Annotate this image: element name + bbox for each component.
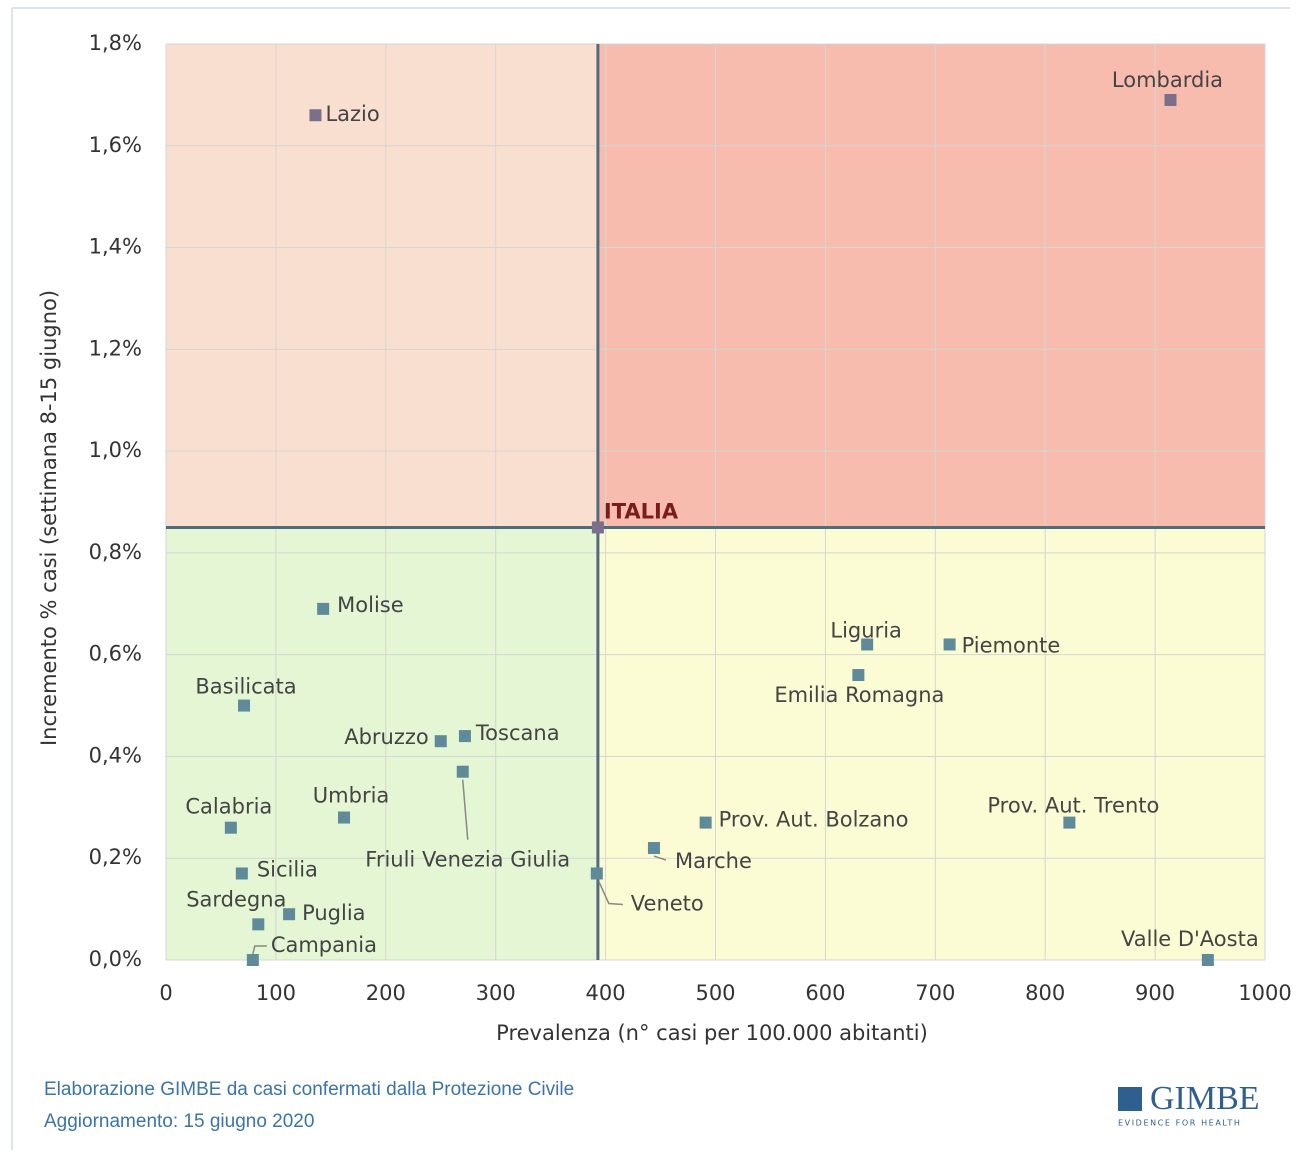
logo-icon [1118, 1087, 1142, 1111]
point-label: Marche [675, 849, 752, 873]
point-label: Calabria [185, 795, 272, 819]
footer-updated: Aggiornamento: 15 giugno 2020 [44, 1111, 314, 1132]
footer-source: Elaborazione GIMBE da casi confermati da… [44, 1079, 574, 1100]
x-tick-label: 400 [586, 981, 626, 1005]
y-axis-title: Incremento % casi (settimana 8-15 giugno… [37, 290, 61, 746]
point [852, 669, 865, 682]
point-label: Liguria [830, 618, 902, 642]
point-label: Abruzzo [344, 725, 429, 749]
point [1164, 93, 1177, 106]
point [309, 109, 322, 122]
point [235, 867, 248, 880]
x-tick-label: 0 [159, 981, 172, 1005]
x-tick-label: 600 [805, 981, 845, 1005]
y-tick-label: 1,8% [89, 31, 142, 55]
leader-line [653, 855, 667, 861]
point [590, 867, 603, 880]
point [456, 765, 469, 778]
x-tick-label: 1000 [1238, 981, 1291, 1005]
logo: GIMBE EVIDENCE FOR HEALTH [1118, 1080, 1260, 1128]
quadrant-bottom-left [166, 527, 598, 960]
logo-text: GIMBE [1150, 1080, 1260, 1117]
point-label: Sardegna [186, 887, 286, 911]
leader-line [598, 881, 623, 906]
x-tick-label: 500 [695, 981, 735, 1005]
point [699, 816, 712, 829]
point [458, 730, 471, 743]
point-label: Molise [337, 593, 404, 617]
y-tick-label: 0,4% [89, 743, 142, 767]
quadrant-top-right [597, 44, 1265, 528]
y-tick-label: 1,2% [89, 336, 142, 360]
point-label: Emilia Romagna [774, 683, 944, 707]
x-tick-label: 200 [366, 981, 406, 1005]
x-tick-label: 700 [915, 981, 955, 1005]
point-label: Puglia [302, 901, 365, 925]
point-label: Prov. Aut. Trento [987, 794, 1159, 818]
y-tick-label: 0,8% [89, 540, 142, 564]
point-label: Basilicata [195, 675, 296, 699]
y-tick-label: 0,2% [89, 845, 142, 869]
point [238, 699, 251, 712]
y-tick-label: 0,6% [89, 642, 142, 666]
point-label: Friuli Venezia Giulia [365, 848, 570, 872]
x-axis-title: Prevalenza (n° casi per 100.000 abitanti… [496, 1021, 928, 1045]
plot-area: 0 100 200 300 400 500 600 700 800 900 1000 0,0% 0,2%… [89, 31, 1292, 1005]
point-label: Valle D'Aosta [1121, 927, 1259, 951]
leader-line [461, 779, 469, 840]
point-label: Campania [271, 933, 377, 957]
point [252, 918, 265, 931]
x-tick-label: 300 [476, 981, 516, 1005]
logo-tagline: EVIDENCE FOR HEALTH [1118, 1119, 1241, 1128]
x-tick-label: 800 [1025, 981, 1065, 1005]
point [338, 811, 351, 824]
x-tick-label: 900 [1135, 981, 1175, 1005]
y-tick-label: 1,4% [89, 235, 142, 259]
point-label: Prov. Aut. Bolzano [719, 808, 909, 832]
point [434, 735, 447, 748]
point-label: Lazio [325, 102, 379, 126]
y-tick-label: 0,0% [89, 947, 142, 971]
point-label: Toscana [475, 721, 560, 745]
reference-label: ITALIA [604, 499, 679, 523]
point [283, 908, 296, 921]
x-tick-label: 100 [256, 981, 296, 1005]
point [861, 638, 874, 651]
leader-line [252, 945, 267, 955]
point [1201, 954, 1214, 966]
point [317, 602, 330, 615]
point-label: Umbria [313, 784, 390, 808]
point-label: Lombardia [1112, 68, 1223, 92]
y-tick-label: 1,0% [89, 438, 142, 462]
point-label: Veneto [631, 891, 704, 915]
point [943, 638, 956, 651]
y-tick-label: 1,6% [89, 133, 142, 157]
quadrant-top-left [166, 44, 598, 528]
point [1063, 816, 1076, 829]
quadrant-bottom-right [597, 527, 1265, 960]
point [246, 954, 259, 966]
point-label: Piemonte [962, 633, 1061, 657]
point-label: Sicilia [257, 857, 318, 881]
point [224, 821, 237, 834]
reference-point [591, 521, 604, 534]
point [647, 842, 660, 855]
